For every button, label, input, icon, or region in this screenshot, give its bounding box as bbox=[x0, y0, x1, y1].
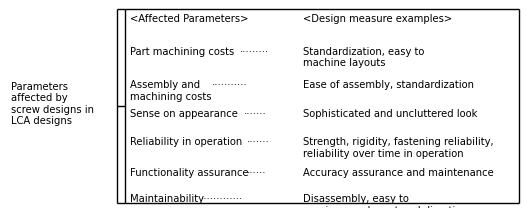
Text: Parameters
affected by
screw designs in
LCA designs: Parameters affected by screw designs in … bbox=[11, 82, 94, 126]
Text: ·············: ············· bbox=[201, 194, 243, 204]
Text: Accuracy assurance and maintenance: Accuracy assurance and maintenance bbox=[303, 168, 494, 178]
Text: ······: ······ bbox=[247, 168, 266, 178]
Text: ···········: ··········· bbox=[212, 80, 248, 90]
Text: Sense on appearance: Sense on appearance bbox=[130, 109, 238, 119]
Text: Strength, rigidity, fastening reliability,
reliability over time in operation: Strength, rigidity, fastening reliabilit… bbox=[303, 137, 494, 159]
Text: ·······: ······· bbox=[243, 109, 266, 119]
Text: Part machining costs: Part machining costs bbox=[130, 47, 235, 57]
Text: Standardization, easy to
machine layouts: Standardization, easy to machine layouts bbox=[303, 47, 424, 68]
Text: Disassembly, easy to
repair screw layout and direction: Disassembly, easy to repair screw layout… bbox=[303, 194, 467, 208]
Text: <Design measure examples>: <Design measure examples> bbox=[303, 14, 452, 24]
Text: Assembly and
machining costs: Assembly and machining costs bbox=[130, 80, 212, 102]
Text: Reliability in operation: Reliability in operation bbox=[130, 137, 242, 147]
Text: ·········: ········· bbox=[240, 47, 269, 57]
Text: Maintainability: Maintainability bbox=[130, 194, 204, 204]
Text: <Affected Parameters>: <Affected Parameters> bbox=[130, 14, 249, 24]
Text: Ease of assembly, standardization: Ease of assembly, standardization bbox=[303, 80, 474, 90]
Text: ·······: ······· bbox=[247, 137, 270, 147]
Text: Sophisticated and uncluttered look: Sophisticated and uncluttered look bbox=[303, 109, 477, 119]
Text: Functionality assurance: Functionality assurance bbox=[130, 168, 249, 178]
